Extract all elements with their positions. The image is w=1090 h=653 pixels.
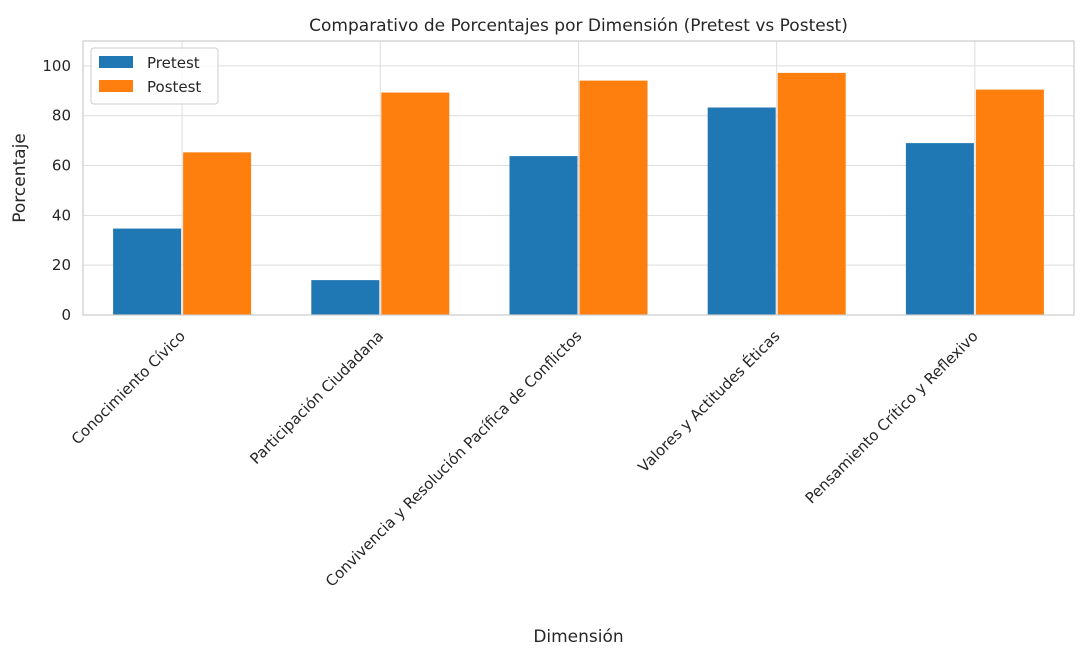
x-tick-label: Participación Ciudadana	[246, 327, 387, 468]
legend-label-postest: Postest	[147, 78, 201, 96]
bar-postest-4	[777, 72, 846, 315]
legend-label-pretest: Pretest	[147, 54, 200, 72]
x-tick-label: Pensamiento Crítico y Reflexivo	[802, 327, 982, 507]
y-tick-label: 80	[52, 107, 71, 125]
x-tick-label: Conocimiento Cívico	[68, 327, 189, 448]
y-tick-label: 40	[52, 206, 71, 224]
bar-pretest-3	[509, 156, 578, 315]
x-axis-title: Dimensión	[533, 627, 623, 647]
bar-pretest-5	[905, 143, 974, 315]
bar-postest-5	[975, 89, 1044, 315]
y-tick-label: 60	[52, 157, 71, 175]
legend: Pretest Postest	[90, 47, 219, 105]
bar-pretest-2	[311, 280, 380, 315]
y-tick-labels: 0 20 40 60 80 100	[42, 57, 71, 324]
bar-postest-3	[579, 80, 648, 315]
bar-postest-2	[381, 92, 450, 315]
plot-frame	[82, 40, 1075, 316]
legend-swatch-pretest	[99, 56, 133, 68]
x-tick-labels: Conocimiento Cívico Participación Ciudada…	[68, 326, 982, 590]
y-tick-label: 0	[61, 306, 71, 324]
y-tick-label: 20	[52, 256, 71, 274]
y-axis-title: Porcentaje	[10, 133, 30, 223]
bars	[113, 72, 1044, 316]
x-tick-label: Valores y Actitudes Éticas	[634, 326, 784, 476]
x-tick-label: Convivencia y Resolución Pacífica de Con…	[322, 327, 585, 590]
bar-pretest-1	[113, 228, 182, 315]
bar-postest-1	[183, 152, 252, 315]
legend-swatch-postest	[99, 80, 133, 92]
bar-pretest-4	[707, 107, 776, 316]
chart-title: Comparativo de Porcentajes por Dimensión…	[309, 16, 848, 36]
y-tick-label: 100	[42, 57, 71, 75]
